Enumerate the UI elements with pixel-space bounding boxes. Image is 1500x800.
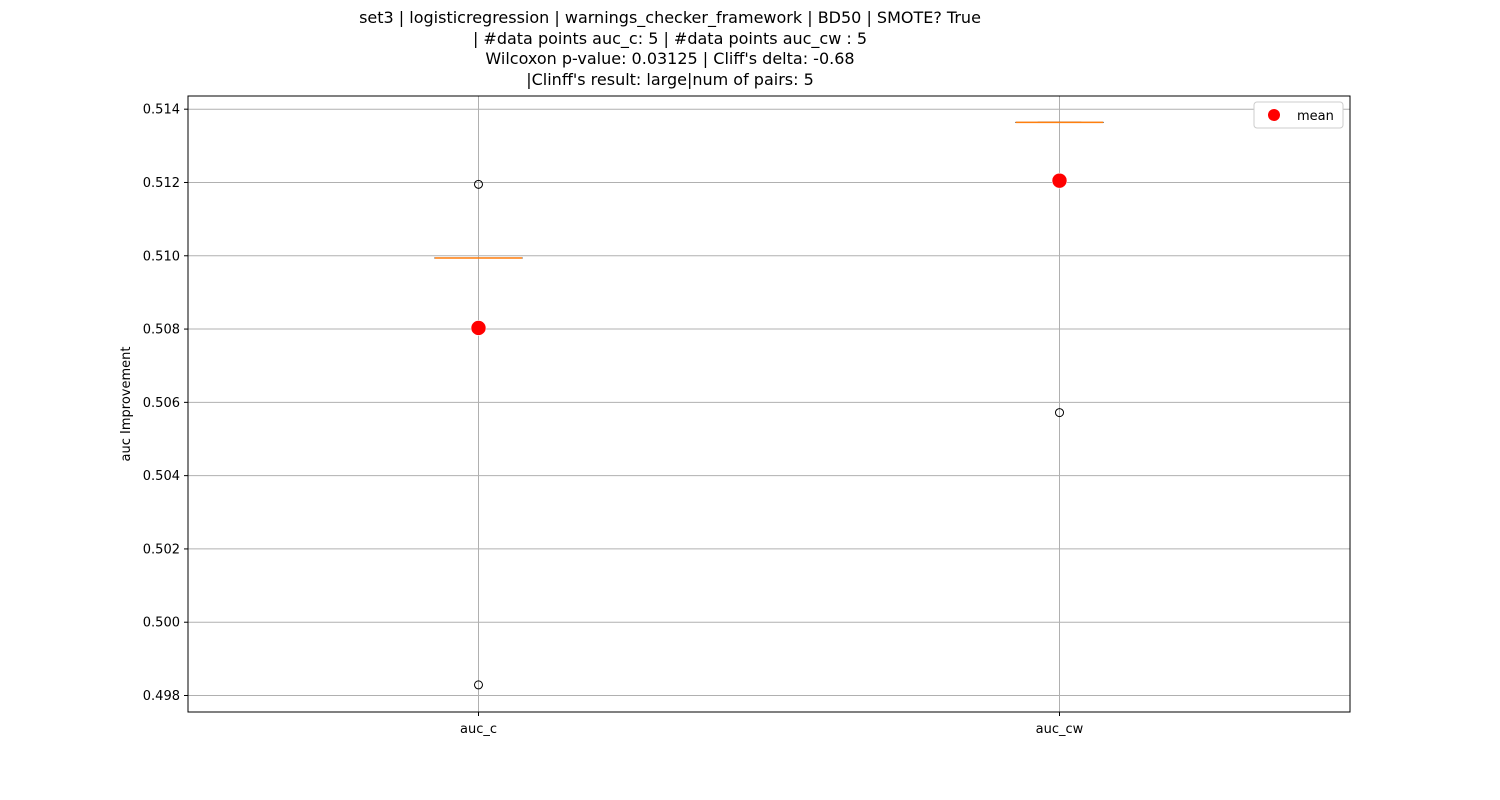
title-line-1: set3 | logisticregression | warnings_che… [359,8,981,27]
y-axis-label: auc Improvement [119,347,134,462]
outlier-point [1055,408,1064,418]
outlier-point [474,179,483,189]
mean-point [1051,172,1068,189]
y-tick-label: 0.498 [143,689,180,704]
x-tick-label: auc_c [460,722,497,737]
title-line-4: |Clinff's result: large|num of pairs: 5 [526,69,814,89]
axis-ticks: 0.498 0.500 0.502 0.504 0.506 0.508 0.510 0.512… [143,103,1084,737]
title-line-3: Wilcoxon p-value: 0.03125 | Cliff's delt… [485,49,855,68]
outlier-point [474,680,483,690]
y-tick-label: 0.500 [143,616,180,631]
axes-frame [187,95,1351,713]
grid-lines [188,96,1350,712]
y-tick-label: 0.512 [143,176,180,191]
y-tick-label: 0.508 [143,323,180,338]
chart-title: set3 | logisticregression | warnings_che… [0,8,1340,90]
y-tick-label: 0.514 [143,103,180,118]
legend-mean-marker [1268,109,1280,121]
x-tick-label: auc_cw [1036,722,1084,737]
legend: mean [1253,101,1344,129]
plot-area [434,121,1104,690]
y-tick-label: 0.510 [143,249,180,264]
y-tick-label: 0.506 [143,396,180,411]
title-line-2: | #data points auc_c: 5 | #data points a… [472,28,868,48]
mean-point [470,320,487,336]
y-tick-label: 0.502 [143,542,180,557]
y-tick-label: 0.504 [143,469,180,484]
legend-mean-label: mean [1297,109,1334,124]
legend-box [1253,101,1344,129]
